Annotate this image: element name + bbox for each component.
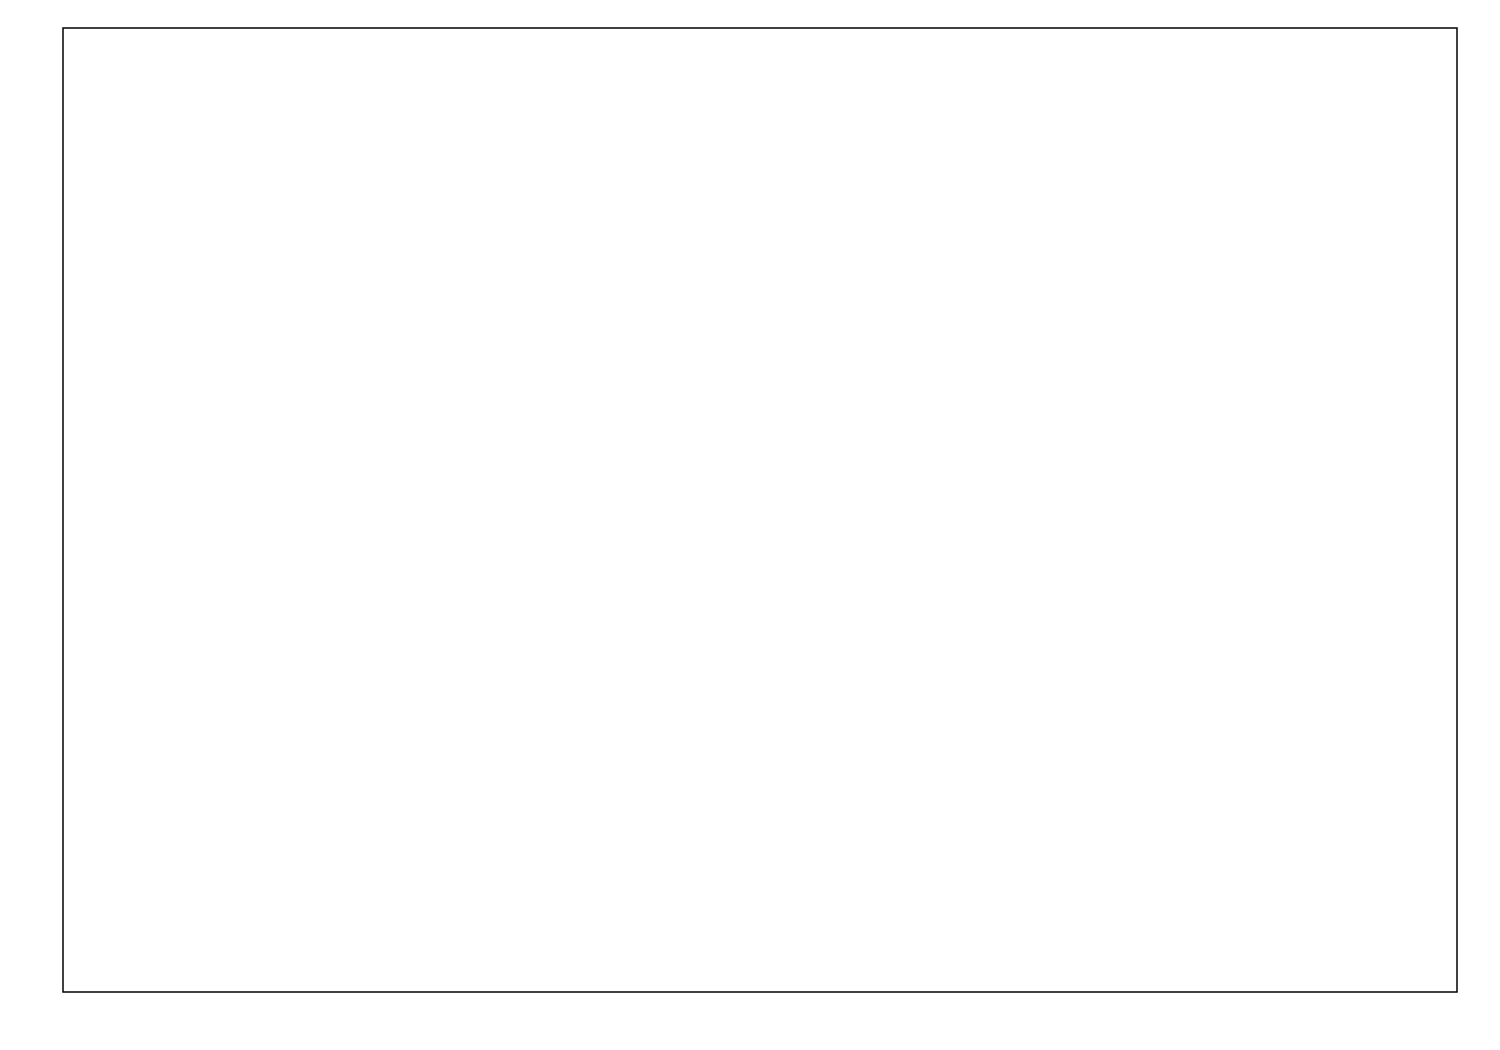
- axes-frame: [62, 27, 1458, 993]
